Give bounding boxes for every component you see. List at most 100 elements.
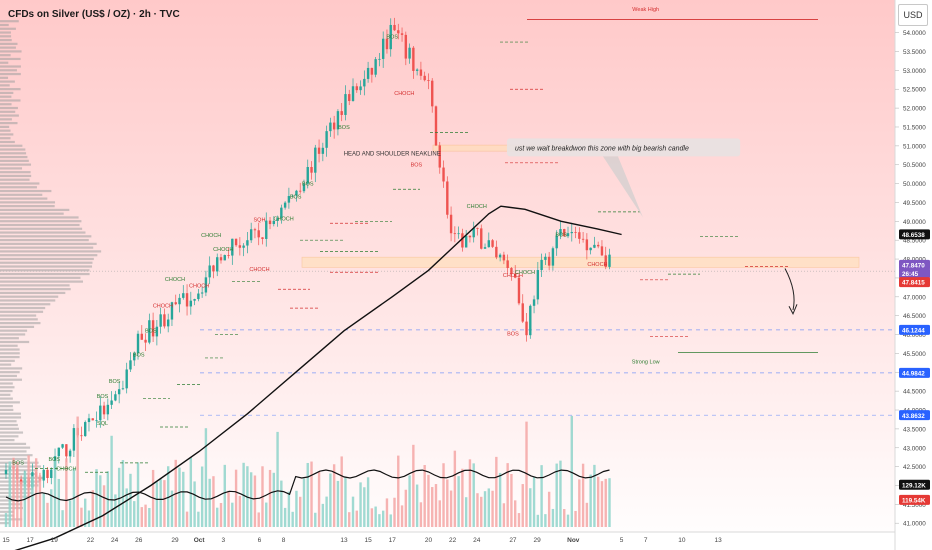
candle-body bbox=[363, 78, 366, 87]
candle-body bbox=[314, 147, 317, 173]
volume-profile-bar bbox=[0, 325, 35, 328]
volume-bar bbox=[42, 493, 45, 527]
price-badge bbox=[899, 367, 930, 378]
structure-label: BOS bbox=[145, 329, 157, 335]
volume-profile-bar bbox=[0, 235, 92, 238]
volume-bar bbox=[600, 481, 604, 527]
volume-bar bbox=[502, 503, 506, 527]
callout-text: ust we wait breakdwon this zone with big… bbox=[515, 145, 689, 152]
candle-body bbox=[306, 166, 309, 184]
volume-bar bbox=[581, 463, 585, 527]
volume-profile-bar bbox=[0, 299, 56, 302]
volume-profile-bar bbox=[0, 427, 19, 430]
candle-body bbox=[261, 237, 264, 239]
volume-profile-bar bbox=[0, 401, 20, 404]
candle-body bbox=[287, 196, 291, 203]
candle-body bbox=[359, 86, 362, 91]
candle-body bbox=[276, 217, 279, 221]
volume-bar bbox=[570, 415, 573, 527]
volume-bar bbox=[178, 467, 181, 527]
candle-body bbox=[555, 235, 558, 249]
candle-body bbox=[65, 444, 68, 457]
time-tick-label: 10 bbox=[678, 537, 686, 544]
volume-bar bbox=[299, 496, 302, 527]
structure-label: CHOCH bbox=[201, 233, 221, 239]
candle-body bbox=[125, 369, 128, 389]
volume-profile-bar bbox=[0, 103, 12, 106]
time-tick-label: 24 bbox=[111, 537, 119, 544]
callout-pointer bbox=[602, 156, 643, 218]
candle-body bbox=[280, 207, 283, 218]
candle-body bbox=[502, 254, 506, 261]
candle-body bbox=[329, 122, 332, 132]
time-tick-label: 22 bbox=[87, 537, 95, 544]
candle-body bbox=[219, 257, 223, 261]
volume-bar bbox=[31, 476, 34, 527]
time-tick-label: 3 bbox=[221, 537, 225, 544]
candle-body bbox=[140, 333, 143, 340]
candle-body bbox=[446, 181, 449, 215]
volume-bar bbox=[295, 490, 298, 527]
volume-profile-bar bbox=[0, 178, 30, 181]
volume-profile-bar bbox=[0, 182, 40, 185]
candle-body bbox=[151, 320, 155, 337]
structure-label: CHOCH bbox=[153, 303, 173, 309]
volume-bar bbox=[8, 461, 11, 527]
volume-bar bbox=[480, 496, 483, 527]
volume-profile-bar bbox=[0, 484, 39, 487]
price-badge bbox=[899, 259, 930, 270]
volume-bar bbox=[16, 462, 19, 527]
volume-bar bbox=[585, 502, 589, 527]
candles bbox=[4, 17, 611, 497]
currency-button[interactable]: USD bbox=[898, 4, 928, 26]
volume-bar bbox=[46, 502, 49, 527]
volume-profile-bar bbox=[0, 155, 28, 159]
volume-profile-bar bbox=[0, 140, 15, 144]
moving-average-line bbox=[14, 205, 622, 550]
candle-body bbox=[434, 106, 438, 146]
candle-body bbox=[438, 145, 441, 168]
volume-bar bbox=[336, 480, 340, 527]
volume-profile-bar bbox=[0, 280, 83, 283]
structure-label: CHOCH bbox=[213, 247, 233, 253]
volume-bar bbox=[555, 463, 558, 527]
candle-body bbox=[204, 277, 208, 293]
price-badge-label: 43.8632 bbox=[902, 413, 925, 420]
candle-body bbox=[551, 248, 555, 266]
candle-body bbox=[370, 67, 374, 75]
volume-bar bbox=[431, 487, 434, 527]
structure-label: CHOCH bbox=[394, 91, 414, 97]
time-tick-label: 20 bbox=[425, 537, 433, 544]
volume-bar bbox=[265, 502, 268, 527]
candle-body bbox=[464, 235, 468, 248]
structure-label: BOS bbox=[97, 394, 109, 400]
candle-body bbox=[291, 195, 294, 197]
volume-bar bbox=[155, 482, 159, 527]
price-tick-label: 47.0000 bbox=[903, 294, 926, 301]
volume-bar bbox=[366, 477, 370, 527]
chart-title[interactable]: CFDs on Silver (US$ / OZ) · 2h · TVC bbox=[8, 9, 180, 20]
candle-body bbox=[299, 190, 302, 192]
volume-bar bbox=[397, 455, 400, 527]
volume-bar bbox=[68, 500, 72, 527]
structure-label: SQL bbox=[97, 421, 108, 427]
volume-bar bbox=[144, 504, 147, 527]
volume-profile-bar bbox=[0, 257, 94, 261]
volume-profile-bar bbox=[0, 129, 11, 132]
volume-bar bbox=[268, 469, 272, 527]
candle-body bbox=[431, 80, 434, 107]
structure-label: BOS bbox=[507, 331, 519, 337]
volume-bar bbox=[170, 490, 174, 527]
volume-profile-bar bbox=[0, 363, 12, 366]
candle-body bbox=[91, 418, 94, 421]
volume-bar bbox=[468, 459, 472, 527]
volume-bar bbox=[321, 503, 325, 527]
volume-profile-bar bbox=[0, 57, 21, 61]
structure-label: CHOCH bbox=[274, 217, 294, 223]
volume-bar bbox=[521, 484, 524, 527]
candle-body bbox=[325, 131, 328, 148]
candle-body bbox=[596, 244, 600, 247]
volume-profile-bar bbox=[0, 23, 9, 27]
